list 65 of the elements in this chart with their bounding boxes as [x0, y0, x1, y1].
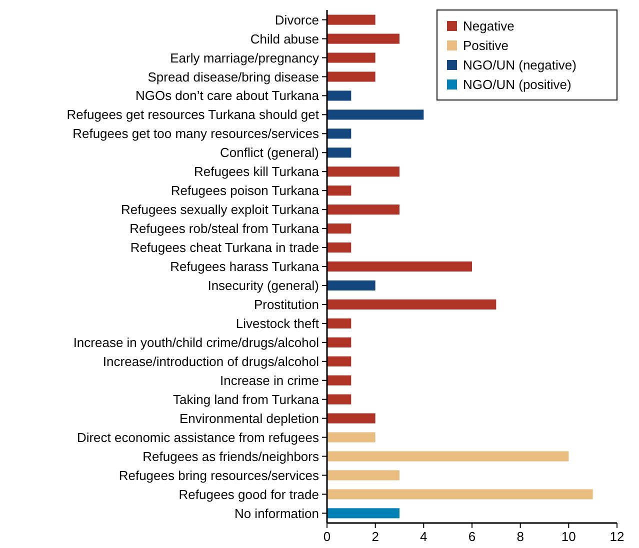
bar — [327, 375, 352, 386]
bar — [327, 148, 352, 158]
y-tick-label: Refugees bring resources/services — [118, 468, 320, 483]
y-tick-label: Refugees good for trade — [178, 486, 319, 502]
bar — [327, 34, 400, 44]
y-tick-label: Child abuse — [250, 31, 319, 46]
y-tick-label: Taking land from Turkana — [173, 392, 320, 407]
bar — [327, 299, 496, 310]
y-tick-label: Refugees kill Turkana — [194, 164, 320, 180]
x-tick-label: 10 — [561, 529, 576, 544]
y-tick-label: NGOs don’t care about Turkana — [135, 88, 320, 104]
bar — [327, 110, 424, 120]
legend-label: NGO/UN (negative) — [463, 58, 576, 73]
bar — [327, 166, 400, 177]
y-tick-label: Refugees as friends/neighbors — [142, 448, 320, 464]
y-tick-label: Increase/introduction of drugs/alcohol — [102, 354, 320, 369]
bar — [327, 394, 352, 404]
y-tick-label: Increase in youth/child crime/drugs/alcohol — [73, 334, 320, 350]
bar — [327, 72, 376, 82]
bar — [327, 337, 352, 348]
y-tick-label: Insecurity (general) — [208, 278, 319, 294]
y-tick-label: Refugees cheat Turkana in trade — [130, 240, 319, 256]
y-tick-label: Prostitution — [254, 297, 319, 312]
bar — [327, 451, 569, 462]
legend-label: NGO/UN (positive) — [463, 77, 572, 92]
y-tick-label: Refugees get too many resources/services — [72, 126, 320, 142]
x-tick-label: 8 — [516, 529, 524, 544]
bar — [327, 489, 593, 500]
legend-label: Negative — [463, 18, 514, 34]
y-tick-label: Refugees sexually exploit Turkana — [120, 202, 320, 218]
y-tick-label: Livestock theft — [236, 316, 320, 331]
x-tick-label: 0 — [323, 529, 331, 544]
bar — [327, 186, 352, 196]
legend-label: Positive — [463, 38, 509, 54]
y-tick-label: Increase in crime — [220, 372, 319, 388]
bar — [327, 470, 400, 480]
bar — [327, 204, 400, 215]
y-tick-label: No information — [234, 506, 319, 521]
y-tick-label: Spread disease/bring disease — [148, 69, 319, 84]
bar — [327, 508, 400, 518]
y-tick-label: Refugees poison Turkana — [170, 183, 320, 198]
x-tick-label: 2 — [372, 529, 379, 544]
bar — [327, 224, 352, 234]
y-tick-label: Refugees rob/steal from Turkana — [130, 221, 320, 236]
bar — [327, 261, 472, 272]
bar — [327, 413, 376, 424]
bar — [327, 318, 352, 328]
y-tick-label: Conflict (general) — [220, 145, 319, 160]
y-tick-label: Direct economic assistance from refugees — [76, 430, 320, 445]
bar — [327, 52, 376, 63]
bar — [327, 14, 376, 25]
bar — [327, 242, 352, 253]
y-tick-label: Environmental depletion — [180, 410, 319, 426]
bar — [327, 90, 352, 101]
bar — [327, 280, 376, 291]
x-tick-label: 6 — [468, 529, 476, 544]
bar — [327, 356, 352, 366]
y-tick-label: Divorce — [274, 12, 319, 28]
bar — [327, 432, 376, 442]
bar — [327, 128, 352, 139]
y-tick-label: Refugees harass Turkana — [170, 259, 320, 274]
y-tick-label: Refugees get resources Turkana should get — [66, 107, 320, 122]
x-tick-label: 12 — [610, 529, 624, 544]
x-tick-label: 4 — [420, 529, 428, 544]
y-tick-label: Early marriage/pregnancy — [170, 50, 320, 66]
